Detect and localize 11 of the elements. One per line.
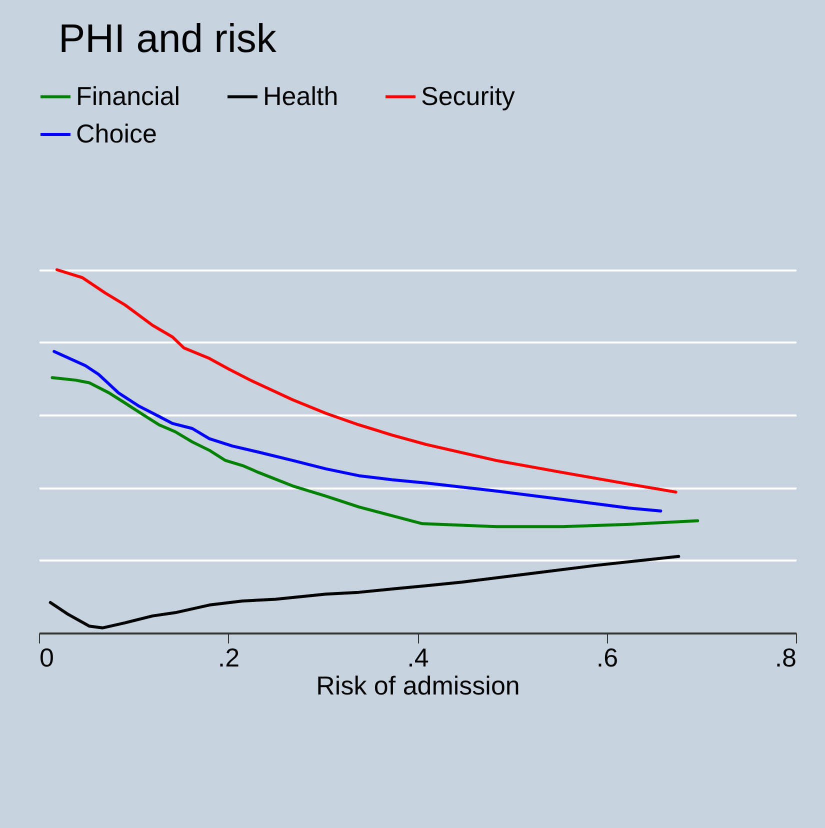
x-tick-label: .8 (774, 642, 796, 672)
x-axis-title: Risk of admission (316, 670, 520, 700)
x-tick-label: .6 (596, 642, 618, 672)
legend-label: Security (421, 80, 515, 111)
x-tick-label: .4 (407, 642, 429, 672)
legend-label: Health (263, 80, 338, 111)
x-tick-label: .2 (218, 642, 240, 672)
legend-label: Choice (76, 118, 157, 148)
x-tick-label: 0 (40, 642, 54, 672)
legend-label: Financial (76, 80, 180, 111)
chart-title: PHI and risk (58, 17, 278, 61)
